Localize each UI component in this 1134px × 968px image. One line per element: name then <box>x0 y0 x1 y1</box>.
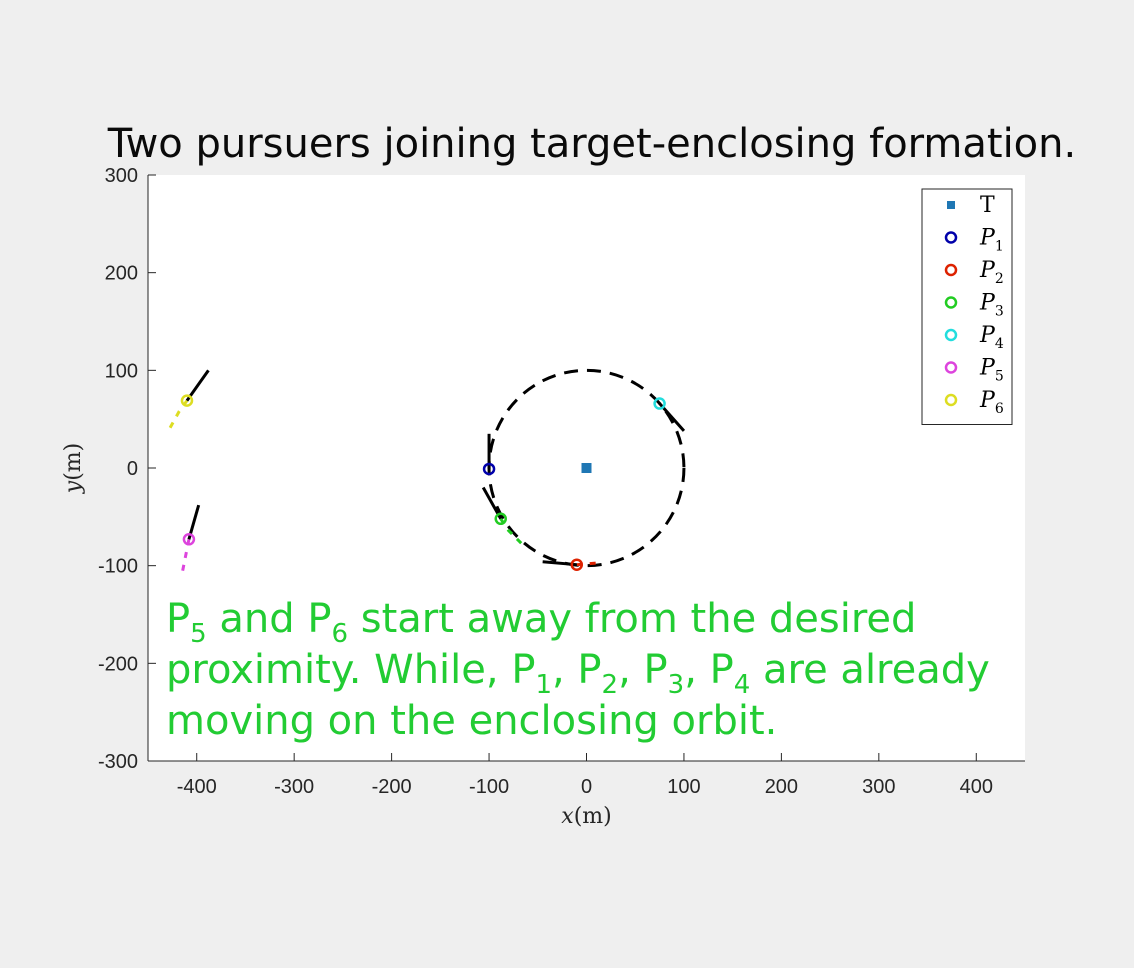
p3-marker <box>494 512 507 526</box>
legend-target-icon <box>947 201 955 209</box>
legend-p3-icon <box>944 296 958 309</box>
axes: -400 -300 -200 -100 0 100 200 300 400 -300 -200 -10… <box>61 165 1025 829</box>
x-tick-label: -200 <box>372 776 412 798</box>
chart-title: Two pursuers joining target-enclosing fo… <box>107 121 1076 167</box>
legend: T P1 P2 P3 P4 P5 P6 <box>921 188 1013 425</box>
y-tick-label: 300 <box>105 165 138 187</box>
y-axis-label: y(m) <box>61 443 86 494</box>
legend-p5-icon <box>944 361 958 374</box>
legend-label: P1 <box>979 226 1004 255</box>
legend-p4-icon <box>944 328 958 342</box>
x-tick-label: -300 <box>274 776 314 798</box>
y-tick-label: 0 <box>127 458 138 480</box>
p2-marker <box>570 558 584 571</box>
legend-box <box>921 188 1013 425</box>
legend-p2-icon <box>944 263 958 277</box>
x-tick-label: -400 <box>177 776 217 798</box>
p4-marker <box>653 397 666 410</box>
x-axis-label: x(m) <box>561 804 611 829</box>
annotation-line-2: proximity. While, P1, P2, P3, P4 are alr… <box>166 647 990 700</box>
legend-label: P3 <box>979 291 1004 320</box>
x-tick-label: 0 <box>581 776 592 798</box>
legend-p1-icon <box>944 231 958 244</box>
legend-label: P6 <box>979 388 1004 417</box>
x-tick-label: 400 <box>960 776 993 798</box>
x-tick-label: -100 <box>469 776 509 798</box>
legend-p6-icon <box>944 393 958 407</box>
y-tick-label: 200 <box>105 263 138 285</box>
annotation: P5 and P6 start away from the desiredpro… <box>166 596 990 744</box>
y-tick-label: -300 <box>98 751 138 773</box>
y-tick-label: -200 <box>98 653 138 675</box>
p6-marker <box>180 394 194 407</box>
x-tick-label: 200 <box>765 776 798 798</box>
y-tick-label: 100 <box>105 360 138 382</box>
data-layer <box>168 368 686 574</box>
x-tick-label: 100 <box>667 776 700 798</box>
p5-marker <box>182 533 196 546</box>
p5-trail <box>180 539 191 574</box>
p1-marker <box>482 462 496 476</box>
target-marker <box>581 463 592 473</box>
legend-label: P2 <box>979 258 1004 287</box>
y-tick-label: -100 <box>98 556 138 578</box>
annotation-line-1: P5 and P6 start away from the desired <box>166 596 916 649</box>
annotation-line-3: moving on the enclosing orbit. <box>166 698 777 744</box>
legend-label: P5 <box>979 356 1004 385</box>
legend-label: P4 <box>979 323 1004 352</box>
legend-label: T <box>980 193 995 218</box>
x-tick-label: 300 <box>862 776 895 798</box>
